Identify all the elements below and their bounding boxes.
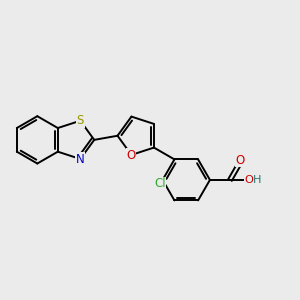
Text: O: O <box>236 154 245 167</box>
Text: O: O <box>126 149 136 162</box>
Text: Cl: Cl <box>154 177 166 190</box>
Text: O: O <box>244 175 253 185</box>
Text: H: H <box>253 175 261 185</box>
Text: N: N <box>76 152 85 166</box>
Text: S: S <box>76 114 84 127</box>
